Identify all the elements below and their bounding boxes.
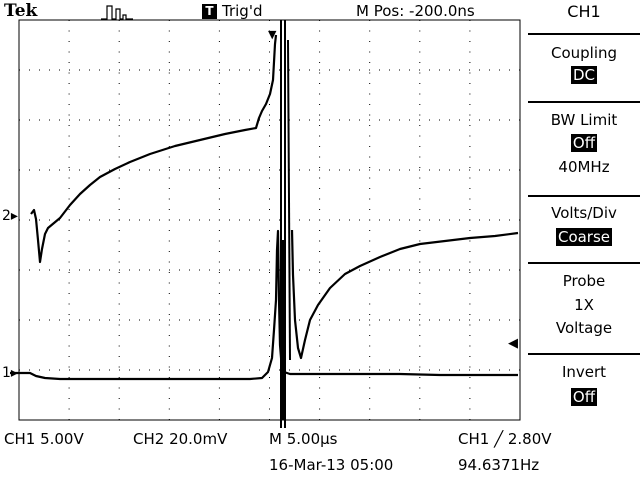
menu-divider bbox=[528, 262, 640, 264]
ch1-waveform-trace bbox=[10, 231, 518, 379]
menu-divider bbox=[528, 353, 640, 355]
probe-label: Probe bbox=[528, 272, 640, 290]
menu-divider bbox=[528, 33, 640, 35]
invert-button[interactable]: Off bbox=[528, 388, 640, 406]
trigger-position-arrow-icon: ▼ bbox=[268, 28, 276, 41]
ch1-scale-readout: CH1 5.00V bbox=[4, 430, 84, 448]
side-menu-title: CH1 bbox=[528, 2, 640, 21]
invert-value: Off bbox=[571, 388, 597, 406]
trigger-burst bbox=[281, 20, 290, 428]
trigger-readout: CH1 ╱ 2.80V bbox=[458, 430, 552, 448]
ch2-scale-readout: CH2 20.0mV bbox=[133, 430, 227, 448]
ch1-ground-marker[interactable]: 1▸ bbox=[2, 365, 18, 381]
timebase-readout: M 5.00µs bbox=[269, 430, 337, 448]
bw-limit-frequency: 40MHz bbox=[528, 158, 640, 176]
trigger-level-arrow-icon[interactable]: ◀ bbox=[508, 336, 518, 351]
frequency-readout: 94.6371Hz bbox=[458, 456, 539, 474]
volts-div-label: Volts/Div bbox=[528, 204, 640, 222]
coupling-button[interactable]: DC bbox=[528, 66, 640, 84]
bw-limit-value: Off bbox=[571, 134, 597, 152]
ch2-marker-label: 2 bbox=[2, 208, 11, 224]
ch2-waveform-trace bbox=[31, 35, 276, 262]
ch2-waveform-recovery bbox=[292, 230, 518, 358]
date-time-readout: 16-Mar-13 05:00 bbox=[269, 456, 393, 474]
probe-type: Voltage bbox=[528, 319, 640, 337]
volts-div-button[interactable]: Coarse bbox=[528, 228, 640, 246]
waveform-display[interactable] bbox=[0, 0, 528, 430]
bw-limit-button[interactable]: Off bbox=[528, 134, 640, 152]
ch1-marker-label: 1 bbox=[2, 365, 11, 381]
bw-limit-label: BW Limit bbox=[528, 111, 640, 129]
graticule bbox=[19, 20, 520, 420]
probe-attenuation[interactable]: 1X bbox=[528, 296, 640, 314]
coupling-label: Coupling bbox=[528, 44, 640, 62]
invert-label: Invert bbox=[528, 363, 640, 381]
volts-div-value: Coarse bbox=[556, 228, 612, 246]
menu-divider bbox=[528, 195, 640, 197]
menu-divider bbox=[528, 101, 640, 103]
coupling-value: DC bbox=[571, 66, 597, 84]
ch2-ground-marker[interactable]: 2▸ bbox=[2, 208, 18, 224]
